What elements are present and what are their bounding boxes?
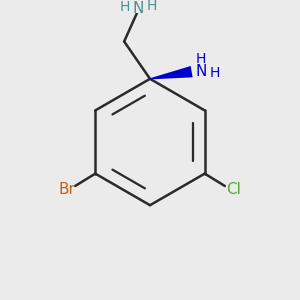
Text: H: H	[209, 65, 220, 80]
Text: Br: Br	[58, 182, 75, 197]
Polygon shape	[150, 66, 193, 80]
Text: H: H	[147, 0, 158, 13]
Text: N: N	[195, 64, 206, 79]
Text: H: H	[196, 52, 206, 66]
Text: H: H	[119, 0, 130, 14]
Text: Cl: Cl	[226, 182, 241, 197]
Text: N: N	[133, 1, 144, 16]
